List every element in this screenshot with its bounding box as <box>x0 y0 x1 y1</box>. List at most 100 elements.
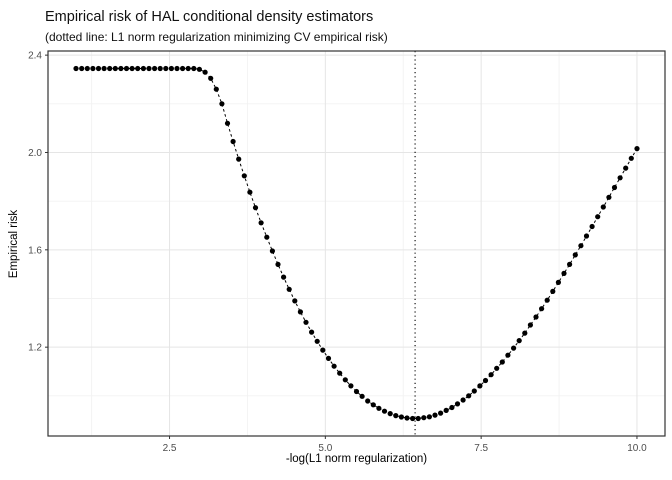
data-point <box>275 261 281 267</box>
data-point <box>297 309 303 315</box>
data-point <box>583 233 590 239</box>
data-point <box>314 338 320 344</box>
data-point <box>550 288 556 294</box>
data-point <box>522 330 528 336</box>
data-point <box>286 286 292 292</box>
data-point <box>572 252 578 258</box>
data-point <box>488 372 494 378</box>
data-point <box>303 319 309 325</box>
data-point <box>342 377 348 383</box>
data-point <box>123 65 130 72</box>
data-point <box>589 223 595 230</box>
y-tick-label: 2.0 <box>28 148 42 159</box>
panel-background <box>48 51 665 436</box>
data-point <box>331 363 337 369</box>
data-point <box>79 65 85 72</box>
data-point <box>539 306 545 312</box>
data-point <box>224 120 231 126</box>
data-point <box>140 65 146 72</box>
data-point <box>426 414 432 420</box>
data-point <box>146 65 152 72</box>
data-point <box>325 355 332 361</box>
data-point <box>393 413 399 419</box>
data-point <box>135 65 141 72</box>
data-point <box>90 65 96 72</box>
data-point <box>73 65 79 72</box>
data-point <box>482 377 489 384</box>
data-point <box>449 404 455 411</box>
data-point <box>353 388 360 395</box>
x-tick-label: 10.0 <box>627 443 647 454</box>
data-point <box>578 243 584 249</box>
data-point <box>163 65 169 72</box>
data-point <box>410 415 416 422</box>
data-point <box>168 65 174 72</box>
x-tick-label: 5.0 <box>318 443 332 454</box>
data-point <box>152 65 158 72</box>
chart-subtitle: (dotted line: L1 norm regularization min… <box>45 30 388 44</box>
data-point <box>359 393 365 399</box>
data-point <box>494 365 500 371</box>
data-point <box>634 146 640 152</box>
data-point <box>628 155 634 161</box>
data-point <box>623 165 629 171</box>
x-tick-label: 7.5 <box>474 443 488 454</box>
data-point <box>499 359 505 365</box>
data-point <box>320 347 326 353</box>
data-point <box>174 65 180 72</box>
data-point <box>376 405 382 411</box>
data-point <box>118 65 124 72</box>
data-point <box>561 270 567 276</box>
y-axis-title: Empirical risk <box>8 209 20 279</box>
data-point <box>477 383 483 389</box>
data-point <box>101 65 107 72</box>
data-point <box>157 65 163 72</box>
data-point <box>555 279 562 285</box>
data-point <box>404 415 410 421</box>
data-point <box>95 65 102 72</box>
data-point <box>180 65 186 72</box>
panel-border <box>47 50 666 437</box>
data-point <box>213 86 219 92</box>
data-point <box>365 398 371 404</box>
data-point <box>567 261 573 267</box>
data-point <box>438 410 444 416</box>
data-point <box>264 234 270 240</box>
data-point <box>247 189 253 195</box>
data-point <box>516 338 522 344</box>
data-point <box>309 329 315 335</box>
data-point <box>202 69 208 75</box>
data-point <box>191 65 197 72</box>
data-point <box>236 156 242 162</box>
y-tick-label: 2.4 <box>28 51 42 62</box>
data-point <box>510 345 517 351</box>
data-point <box>241 173 247 179</box>
data-point <box>471 388 477 394</box>
data-point <box>129 65 135 72</box>
chart-title: Empirical risk of HAL conditional densit… <box>45 9 374 25</box>
data-point <box>84 65 90 72</box>
data-point <box>595 214 601 220</box>
data-point <box>112 65 118 72</box>
data-point <box>617 175 623 181</box>
data-point <box>398 414 404 420</box>
data-point <box>370 402 376 408</box>
data-point <box>107 65 113 72</box>
data-point <box>387 411 393 417</box>
data-point <box>337 370 343 376</box>
y-tick-label: 1.6 <box>28 245 42 256</box>
data-point <box>292 298 298 304</box>
x-tick-label: 2.5 <box>163 443 177 454</box>
risk-curve-line <box>76 68 638 419</box>
data-point <box>415 415 421 422</box>
data-point <box>421 415 427 421</box>
data-point <box>219 101 225 107</box>
y-tick-label: 1.2 <box>28 343 42 354</box>
data-point <box>230 138 236 145</box>
data-point <box>281 274 287 280</box>
data-point <box>185 65 191 72</box>
data-point <box>505 352 511 358</box>
data-point <box>269 248 275 254</box>
data-point <box>381 408 388 414</box>
